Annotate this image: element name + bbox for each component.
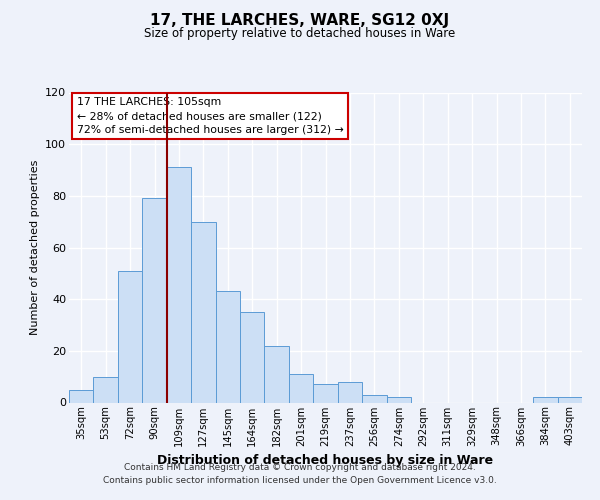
Text: 17 THE LARCHES: 105sqm
← 28% of detached houses are smaller (122)
72% of semi-de: 17 THE LARCHES: 105sqm ← 28% of detached… — [77, 97, 343, 135]
Bar — [362, 395, 386, 402]
Bar — [265, 346, 289, 403]
Bar — [289, 374, 313, 402]
Bar — [69, 390, 94, 402]
Bar — [533, 398, 557, 402]
Text: Contains HM Land Registry data © Crown copyright and database right 2024.: Contains HM Land Registry data © Crown c… — [124, 462, 476, 471]
Bar — [557, 398, 582, 402]
Text: Contains public sector information licensed under the Open Government Licence v3: Contains public sector information licen… — [103, 476, 497, 485]
Bar — [118, 271, 142, 402]
Bar — [142, 198, 167, 402]
X-axis label: Distribution of detached houses by size in Ware: Distribution of detached houses by size … — [157, 454, 494, 467]
Bar — [386, 398, 411, 402]
Bar — [94, 376, 118, 402]
Y-axis label: Number of detached properties: Number of detached properties — [29, 160, 40, 335]
Bar — [191, 222, 215, 402]
Bar — [313, 384, 338, 402]
Text: Size of property relative to detached houses in Ware: Size of property relative to detached ho… — [145, 28, 455, 40]
Text: 17, THE LARCHES, WARE, SG12 0XJ: 17, THE LARCHES, WARE, SG12 0XJ — [151, 12, 449, 28]
Bar — [167, 168, 191, 402]
Bar — [215, 292, 240, 403]
Bar — [240, 312, 265, 402]
Bar — [338, 382, 362, 402]
